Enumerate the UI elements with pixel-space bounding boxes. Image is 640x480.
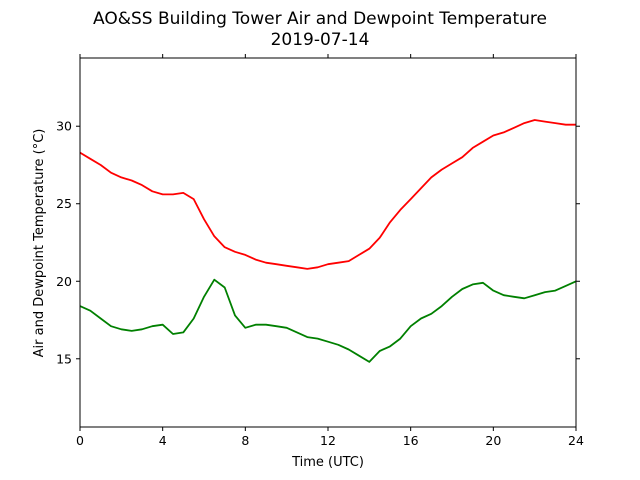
x-tick-label: 4 <box>159 433 167 448</box>
y-tick-label: 25 <box>56 196 72 211</box>
series-line-1 <box>79 278 577 363</box>
series-line-0 <box>79 119 576 270</box>
ticks-layer: 0 4 8 12 16 20 24 15 20 25 30 <box>56 54 584 448</box>
y-axis-label: Air and Dewpoint Temperature (°C) <box>32 129 47 358</box>
series-layer <box>79 119 577 363</box>
y-tick-label: 30 <box>56 119 72 134</box>
y-tick-label: 15 <box>56 351 72 366</box>
x-tick-label: 16 <box>403 433 419 448</box>
y-tick-label: 20 <box>56 274 72 289</box>
x-tick-label: 0 <box>76 433 84 448</box>
plot-frame <box>79 57 577 428</box>
x-tick-label: 8 <box>241 433 249 448</box>
x-tick-label: 24 <box>568 433 584 448</box>
x-axis-label: Time (UTC) <box>291 455 364 470</box>
x-tick-label: 20 <box>485 433 501 448</box>
x-tick-label: 12 <box>320 433 336 448</box>
chart-subtitle: 2019-07-14 <box>271 30 370 50</box>
chart-title: AO&SS Building Tower Air and Dewpoint Te… <box>93 9 547 29</box>
